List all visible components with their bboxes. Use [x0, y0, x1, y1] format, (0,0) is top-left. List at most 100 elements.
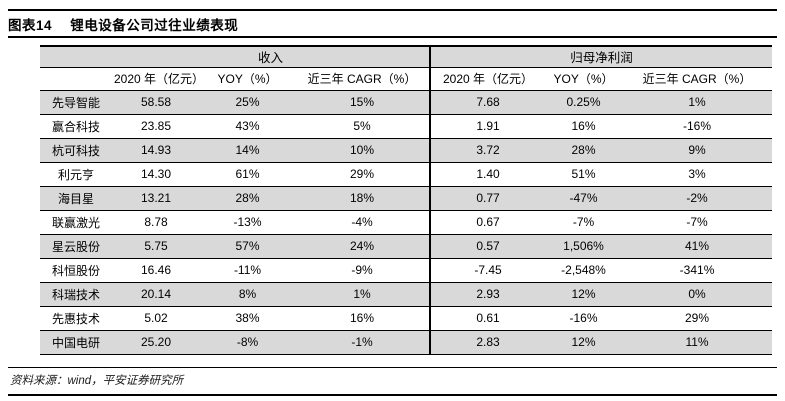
value-cell: 2.93: [429, 282, 546, 307]
company-name-cell: 先导智能: [40, 90, 112, 115]
source-note: 资料来源：wind，平安证券研究所: [10, 375, 184, 387]
value-cell: 2.83: [429, 330, 546, 355]
value-cell: 15%: [295, 90, 431, 115]
column-header-np-yoy: YOY（%）: [545, 67, 623, 91]
value-cell: 5%: [295, 114, 431, 139]
table-row: 科恒股份 16.46 -11% -9% -7.45 -2,548% -341%: [40, 258, 773, 283]
value-cell: 24%: [295, 234, 431, 259]
value-cell: 0.25%: [545, 90, 623, 115]
value-cell: -7%: [545, 210, 623, 235]
performance-table: 收入 归母净利润 2020 年（亿元） YOY（%） 近三年 CAGR（%） 2…: [40, 45, 773, 355]
value-cell: 20.14: [112, 282, 200, 307]
value-cell: 51%: [545, 162, 623, 187]
column-header-rev-2020: 2020 年（亿元）: [112, 67, 200, 91]
value-cell: 43%: [200, 114, 295, 139]
value-cell: 28%: [545, 138, 623, 163]
value-cell: 25.20: [112, 330, 200, 355]
value-cell: 29%: [295, 162, 431, 187]
value-cell: -7%: [622, 210, 773, 235]
value-cell: -7.45: [429, 258, 546, 283]
value-cell: 38%: [200, 306, 295, 331]
group-header-revenue: 收入: [112, 46, 431, 68]
value-cell: -4%: [295, 210, 431, 235]
value-cell: 13.21: [112, 186, 200, 211]
column-header-row: 2020 年（亿元） YOY（%） 近三年 CAGR（%） 2020 年（亿元）…: [40, 67, 773, 91]
value-cell: 1.40: [429, 162, 546, 187]
company-name-cell: 科恒股份: [40, 258, 112, 283]
company-name-cell: 联赢激光: [40, 210, 112, 235]
value-cell: 3.72: [429, 138, 546, 163]
value-cell: 0%: [622, 282, 773, 307]
value-cell: 11%: [622, 330, 773, 355]
column-header-rev-cagr: 近三年 CAGR（%）: [295, 67, 431, 91]
table-row: 先惠技术 5.02 38% 16% 0.61 -16% 29%: [40, 306, 773, 331]
value-cell: -11%: [200, 258, 295, 283]
table-row: 先导智能 58.58 25% 15% 7.68 0.25% 1%: [40, 90, 773, 115]
figure-title: 锂电设备公司过往业绩表现: [70, 18, 239, 33]
value-cell: 23.85: [112, 114, 200, 139]
corner-cell: [40, 46, 112, 68]
value-cell: -2%: [622, 186, 773, 211]
value-cell: 14.93: [112, 138, 200, 163]
value-cell: 41%: [622, 234, 773, 259]
source-bottom-rule: [8, 394, 777, 396]
value-cell: 16%: [545, 114, 623, 139]
value-cell: 7.68: [429, 90, 546, 115]
company-name-cell: 星云股份: [40, 234, 112, 259]
source-top-rule: [8, 367, 777, 368]
value-cell: 5.75: [112, 234, 200, 259]
figure-titlebar: 图表14 锂电设备公司过往业绩表现: [8, 14, 238, 34]
value-cell: 1.91: [429, 114, 546, 139]
value-cell: 28%: [200, 186, 295, 211]
value-cell: 12%: [545, 330, 623, 355]
value-cell: 5.02: [112, 306, 200, 331]
value-cell: 12%: [545, 282, 623, 307]
table-row: 科瑞技术 20.14 8% 1% 2.93 12% 0%: [40, 282, 773, 307]
value-cell: 1%: [622, 90, 773, 115]
value-cell: 16%: [295, 306, 431, 331]
value-cell: 18%: [295, 186, 431, 211]
table-row: 中国电研 25.20 -8% -1% 2.83 12% 11%: [40, 330, 773, 355]
value-cell: 0.61: [429, 306, 546, 331]
company-name-cell: 海目星: [40, 186, 112, 211]
value-cell: -47%: [545, 186, 623, 211]
value-cell: -16%: [622, 114, 773, 139]
value-cell: 14%: [200, 138, 295, 163]
value-cell: -341%: [622, 258, 773, 283]
company-name-cell: 中国电研: [40, 330, 112, 355]
title-bottom-rule: [8, 36, 777, 38]
group-header-row: 收入 归母净利润: [40, 46, 773, 68]
table-row: 赢合科技 23.85 43% 5% 1.91 16% -16%: [40, 114, 773, 139]
value-cell: 16.46: [112, 258, 200, 283]
value-cell: 8%: [200, 282, 295, 307]
company-name-cell: 杭可科技: [40, 138, 112, 163]
value-cell: 0.77: [429, 186, 546, 211]
value-cell: 29%: [622, 306, 773, 331]
value-cell: 3%: [622, 162, 773, 187]
value-cell: 0.67: [429, 210, 546, 235]
group-header-net-profit: 归母净利润: [429, 46, 773, 68]
company-name-cell: 利元亨: [40, 162, 112, 187]
company-name-cell: 先惠技术: [40, 306, 112, 331]
table-row: 海目星 13.21 28% 18% 0.77 -47% -2%: [40, 186, 773, 211]
value-cell: -16%: [545, 306, 623, 331]
value-cell: 25%: [200, 90, 295, 115]
value-cell: -13%: [200, 210, 295, 235]
top-rule: [8, 9, 777, 11]
value-cell: 8.78: [112, 210, 200, 235]
column-header-np-2020: 2020 年（亿元）: [429, 67, 546, 91]
table-row: 杭可科技 14.93 14% 10% 3.72 28% 9%: [40, 138, 773, 163]
value-cell: 58.58: [112, 90, 200, 115]
company-name-cell: 科瑞技术: [40, 282, 112, 307]
value-cell: -2,548%: [545, 258, 623, 283]
figure-label: 图表14: [8, 18, 53, 33]
column-header-rev-yoy: YOY（%）: [200, 67, 295, 91]
value-cell: 61%: [200, 162, 295, 187]
value-cell: 10%: [295, 138, 431, 163]
table-row: 联赢激光 8.78 -13% -4% 0.67 -7% -7%: [40, 210, 773, 235]
value-cell: 14.30: [112, 162, 200, 187]
value-cell: -9%: [295, 258, 431, 283]
value-cell: -1%: [295, 330, 431, 355]
value-cell: 0.57: [429, 234, 546, 259]
